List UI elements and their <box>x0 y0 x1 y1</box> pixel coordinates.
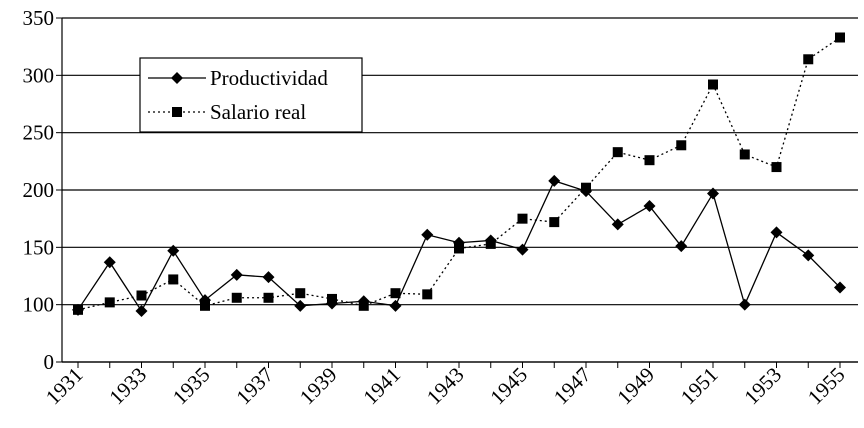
x-tick-label: 1935 <box>168 363 215 410</box>
legend-marker <box>171 72 183 84</box>
point <box>612 147 623 158</box>
point <box>103 256 116 269</box>
x-tick-label: 1945 <box>485 363 532 410</box>
point <box>390 288 401 299</box>
x-tick-label: 1953 <box>739 363 786 410</box>
y-tick-label: 100 <box>23 293 55 317</box>
point <box>295 288 306 299</box>
point <box>644 155 655 166</box>
point <box>549 217 560 228</box>
x-tick-label: 1939 <box>295 363 342 410</box>
point <box>327 293 337 304</box>
x-tick-label: 1937 <box>231 363 278 410</box>
point <box>835 32 845 43</box>
point <box>803 54 814 65</box>
legend-marker <box>172 107 182 117</box>
point <box>516 243 529 256</box>
point <box>135 304 148 317</box>
legend-label: Productividad <box>210 66 328 90</box>
x-tick-label: 1947 <box>549 363 596 410</box>
point <box>643 200 656 213</box>
point <box>771 162 782 173</box>
point <box>708 79 718 90</box>
x-tick-label: 1941 <box>358 363 405 410</box>
point <box>422 289 433 300</box>
point <box>294 299 307 312</box>
point <box>200 300 210 311</box>
point <box>611 218 624 231</box>
point <box>485 238 496 249</box>
x-tick-label: 1933 <box>104 363 151 410</box>
point <box>104 297 115 308</box>
point <box>168 274 179 285</box>
x-tick-label: 1943 <box>422 363 469 410</box>
legend-label: Salario real <box>210 100 306 124</box>
legend-box <box>139 57 363 133</box>
point <box>421 228 434 241</box>
y-tick-label: 200 <box>23 178 55 202</box>
point <box>263 292 274 303</box>
point <box>834 281 846 294</box>
point <box>389 299 402 312</box>
point <box>802 249 815 262</box>
y-tick-label: 300 <box>23 63 55 87</box>
point <box>358 300 369 311</box>
point <box>136 290 147 301</box>
point <box>675 240 688 253</box>
x-tick-label: 1955 <box>803 363 850 410</box>
point <box>676 140 687 151</box>
point <box>738 298 751 311</box>
point <box>581 182 591 193</box>
y-tick-label: 150 <box>23 235 55 259</box>
x-tick-label: 1949 <box>612 363 659 410</box>
point <box>548 174 561 187</box>
point <box>230 268 243 281</box>
y-tick-label: 350 <box>23 6 55 30</box>
y-tick-label: 0 <box>44 350 55 374</box>
x-tick-label: 1951 <box>676 363 723 410</box>
point <box>517 213 528 224</box>
point <box>167 244 180 257</box>
point <box>73 304 83 315</box>
point <box>231 292 242 303</box>
y-tick-label: 250 <box>23 121 55 145</box>
point <box>739 149 750 160</box>
point <box>770 226 783 239</box>
point <box>262 271 275 284</box>
point <box>454 243 464 254</box>
point <box>707 187 719 200</box>
